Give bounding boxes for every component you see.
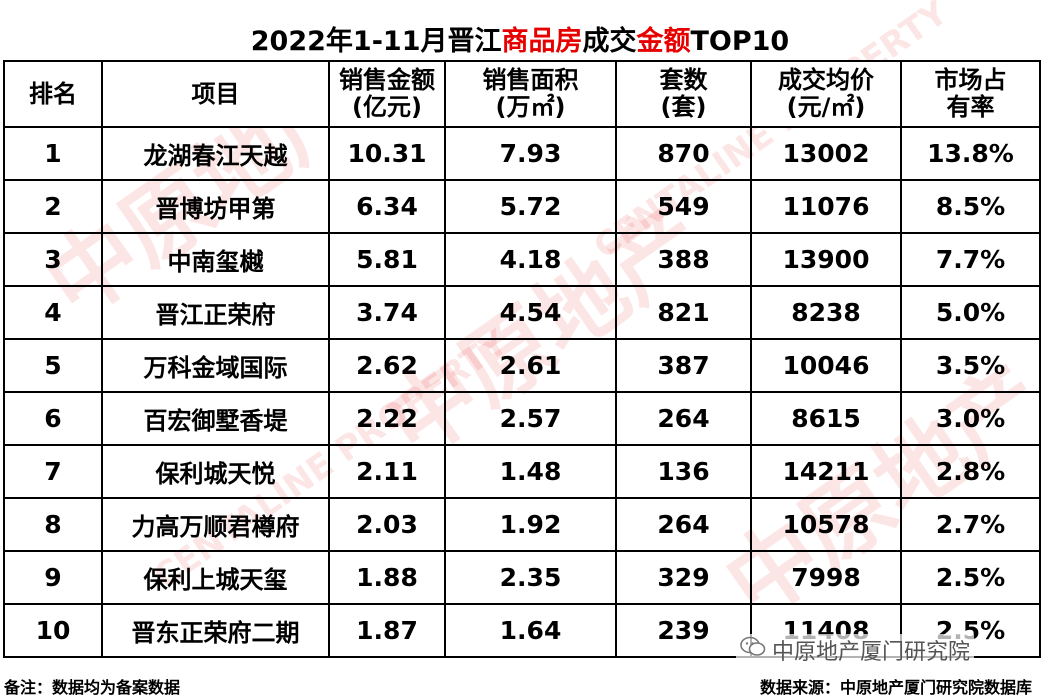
cell-area: 1.64 [444,603,617,658]
cell-rank: 5 [3,338,103,393]
cell-project: 晋东正荣府二期 [101,603,330,658]
cell-price: 7998 [750,550,902,605]
cell-amount: 10.31 [328,126,446,181]
table-title: 2022年1-11月晋江商品房成交金额TOP10 [0,24,1040,60]
cell-area: 4.18 [444,232,617,287]
cell-share: 3.0% [900,391,1041,446]
cell-area: 2.61 [444,338,617,393]
table-row: 4 晋江正荣府 3.74 4.54 821 8238 5.0% [3,285,1041,340]
cell-rank: 7 [3,444,103,499]
cell-project: 万科金域国际 [101,338,330,393]
header-project: 项目 [101,60,330,128]
header-area: 销售面积 (万㎡) [444,60,617,128]
cell-rank: 4 [3,285,103,340]
cell-price: 10578 [750,497,902,552]
cell-amount: 5.81 [328,232,446,287]
cell-units: 387 [615,338,752,393]
cell-units: 329 [615,550,752,605]
cell-units: 388 [615,232,752,287]
cell-units: 239 [615,603,752,658]
cell-project: 力高万顺君樽府 [101,497,330,552]
title-highlight: 金额 [636,26,691,57]
cell-rank: 8 [3,497,103,552]
cell-amount: 2.03 [328,497,446,552]
table-row: 9 保利上城天玺 1.88 2.35 329 7998 2.5% [3,550,1041,605]
footer-note: 备注：数据均为备案数据 [4,678,181,697]
cell-area: 4.54 [444,285,617,340]
header-amount: 销售金额 (亿元) [328,60,446,128]
cell-area: 7.93 [444,126,617,181]
cell-units: 549 [615,179,752,234]
header-price: 成交均价 (元/㎡) [750,60,902,128]
cell-area: 2.35 [444,550,617,605]
cell-project: 中南玺樾 [101,232,330,287]
cell-area: 1.48 [444,444,617,499]
cell-price: 8615 [750,391,902,446]
cell-share: 3.5% [900,338,1041,393]
cell-units: 136 [615,444,752,499]
table-row: 6 百宏御墅香堤 2.22 2.57 264 8615 3.0% [3,391,1041,446]
cell-area: 2.57 [444,391,617,446]
table-row: 7 保利城天悦 2.11 1.48 136 14211 2.8% [3,444,1041,499]
title-highlight: 商品房 [501,26,583,57]
wechat-account-name: 中原地产厦门研究院 [772,640,971,665]
cell-rank: 9 [3,550,103,605]
table-row: 5 万科金域国际 2.62 2.61 387 10046 3.5% [3,338,1041,393]
wechat-icon [740,636,766,664]
cell-rank: 1 [3,126,103,181]
cell-share: 5.0% [900,285,1041,340]
cell-price: 10046 [750,338,902,393]
cell-area: 1.92 [444,497,617,552]
cell-amount: 2.11 [328,444,446,499]
cell-project: 保利上城天玺 [101,550,330,605]
cell-units: 870 [615,126,752,181]
cell-price: 8238 [750,285,902,340]
cell-rank: 3 [3,232,103,287]
cell-project: 龙湖春江天越 [101,126,330,181]
cell-units: 264 [615,391,752,446]
header-share: 市场占 有率 [900,60,1041,128]
footer-source: 数据来源：中原地产厦门研究院数据库 [759,678,1032,697]
cell-share: 2.5% [900,550,1041,605]
cell-project: 晋博坊甲第 [101,179,330,234]
title-part: TOP10 [690,26,790,57]
cell-share: 13.8% [900,126,1041,181]
table-row: 8 力高万顺君樽府 2.03 1.92 264 10578 2.7% [3,497,1041,552]
title-part: 2022年1-11月晋江 [250,26,502,57]
cell-project: 保利城天悦 [101,444,330,499]
cell-project: 百宏御墅香堤 [101,391,330,446]
cell-units: 264 [615,497,752,552]
table-row: 3 中南玺樾 5.81 4.18 388 13900 7.7% [3,232,1041,287]
title-part: 成交 [582,26,637,57]
cell-amount: 1.87 [328,603,446,658]
cell-share: 7.7% [900,232,1041,287]
cell-price: 13900 [750,232,902,287]
cell-price: 11076 [750,179,902,234]
cell-units: 821 [615,285,752,340]
cell-share: 2.8% [900,444,1041,499]
table-row: 1 龙湖春江天越 10.31 7.93 870 13002 13.8% [3,126,1041,181]
cell-amount: 3.74 [328,285,446,340]
header-rank: 排名 [3,60,103,128]
cell-amount: 1.88 [328,550,446,605]
cell-rank: 2 [3,179,103,234]
cell-share: 8.5% [900,179,1041,234]
cell-rank: 10 [3,603,103,658]
cell-price: 13002 [750,126,902,181]
cell-amount: 2.62 [328,338,446,393]
header-row: 排名 项目 销售金额 (亿元) 销售面积 (万㎡) 套数 (套) 成交均价 (元/㎡) … [3,60,1041,128]
cell-amount: 2.22 [328,391,446,446]
cell-area: 5.72 [444,179,617,234]
table-row: 2 晋博坊甲第 6.34 5.72 549 11076 8.5% [3,179,1041,234]
cell-share: 2.7% [900,497,1041,552]
cell-price: 14211 [750,444,902,499]
cell-amount: 6.34 [328,179,446,234]
header-units: 套数 (套) [615,60,752,128]
wechat-badge: 中原地产厦门研究院 [736,634,975,666]
cell-project: 晋江正荣府 [101,285,330,340]
cell-rank: 6 [3,391,103,446]
ranking-table: 排名 项目 销售金额 (亿元) 销售面积 (万㎡) 套数 (套) 成交均价 (元/㎡) … [3,60,1041,658]
